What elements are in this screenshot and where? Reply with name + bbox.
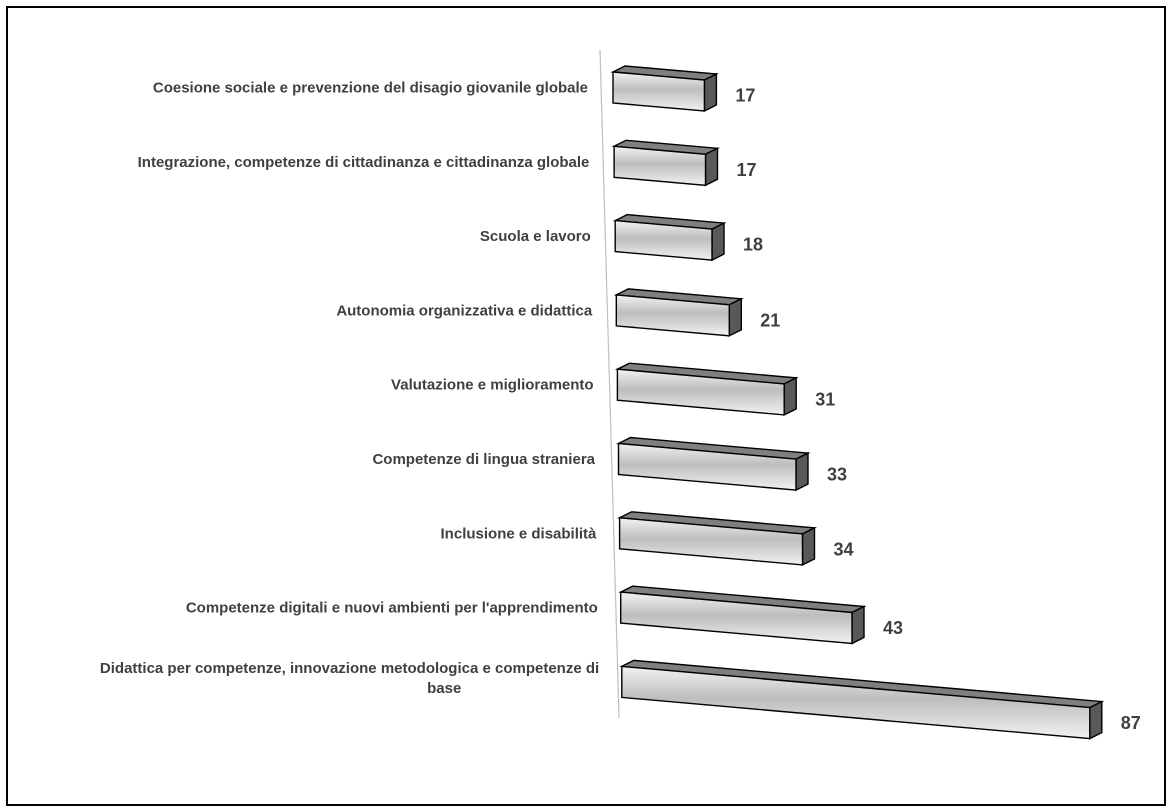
- bar-side-face: [704, 147, 719, 187]
- category-label: Integrazione, competenze di cittadinanza…: [138, 154, 590, 171]
- bar-front-face: [614, 219, 713, 261]
- value-label: 33: [827, 465, 847, 485]
- bar: [614, 362, 799, 417]
- bar-side-face: [851, 605, 865, 645]
- category-label: Didattica per competenze, innovazione me…: [100, 660, 599, 697]
- bar: [618, 585, 867, 645]
- bar: [611, 139, 721, 187]
- bar-front-face: [612, 71, 706, 112]
- labels-layer: 17 Coesione sociale e prevenzione del dis…: [100, 80, 1141, 734]
- bar: [613, 288, 744, 337]
- value-label: 43: [883, 618, 903, 638]
- bar: [615, 436, 811, 492]
- bar: [610, 65, 719, 113]
- value-label: 17: [735, 86, 755, 106]
- bar-front-face: [615, 294, 730, 337]
- bar-front-face: [620, 591, 853, 645]
- value-label: 17: [737, 160, 757, 180]
- value-label: 31: [815, 389, 835, 409]
- bar-side-face: [728, 297, 742, 337]
- category-label: Competenze digitali e nuovi ambienti per…: [186, 600, 598, 617]
- chart-frame: 17 Coesione sociale e prevenzione del dis…: [6, 6, 1166, 806]
- bar-side-face: [711, 221, 725, 262]
- category-label: Scuola e lavoro: [480, 228, 591, 245]
- bar-chart: 17 Coesione sociale e prevenzione del dis…: [100, 49, 1141, 740]
- category-label: Valutazione e miglioramento: [391, 377, 594, 394]
- category-label-line: base: [427, 680, 461, 697]
- bar-side-face: [1089, 700, 1103, 740]
- bar-front-face: [618, 517, 804, 566]
- category-label: Inclusione e disabilità: [441, 525, 598, 542]
- category-label: Coesione sociale e prevenzione del disag…: [153, 80, 588, 97]
- category-axis-line: [599, 49, 620, 719]
- category-label-line: Didattica per competenze, innovazione me…: [100, 660, 599, 677]
- bar: [617, 511, 818, 567]
- bar-side-face: [703, 72, 718, 113]
- category-label: Autonomia organizzativa e didattica: [336, 302, 593, 319]
- bar-front-face: [621, 665, 1091, 740]
- value-label: 87: [1121, 713, 1141, 733]
- bar-front-face: [613, 145, 707, 187]
- bar: [612, 213, 727, 262]
- bar-front-face: [616, 368, 785, 416]
- bar-side-face: [801, 526, 816, 567]
- bar-side-face: [783, 376, 797, 417]
- bar-front-face: [617, 442, 797, 491]
- value-label: 34: [834, 539, 854, 559]
- value-label: 18: [743, 235, 763, 255]
- value-label: 21: [760, 310, 780, 330]
- bar-side-face: [795, 451, 809, 492]
- bar: [619, 659, 1105, 740]
- bars-layer: [610, 65, 1105, 740]
- category-label: Competenze di lingua straniera: [372, 451, 595, 468]
